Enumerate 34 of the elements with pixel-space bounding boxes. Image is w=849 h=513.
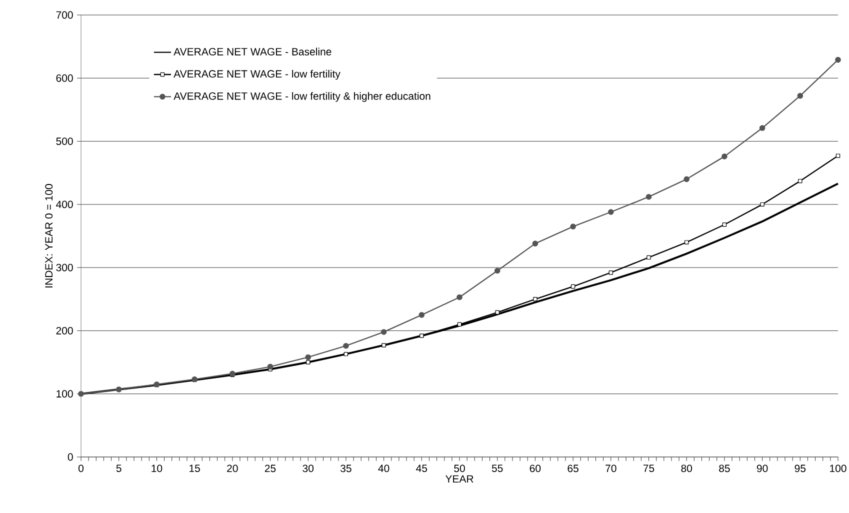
x-tick-label: 35 xyxy=(340,464,352,472)
y-tick-label: 200 xyxy=(56,326,73,334)
x-tick-label: 75 xyxy=(643,464,654,472)
y-tick-label: 600 xyxy=(56,74,73,82)
x-axis-title: YEAR xyxy=(445,475,474,483)
legend-label: AVERAGE NET WAGE - low fertility & higher education xyxy=(174,92,430,102)
x-tick-label: 70 xyxy=(606,464,616,472)
y-axis-title: INDEX: YEAR 0 = 100 xyxy=(45,184,53,288)
y-tick-label: 400 xyxy=(56,200,73,208)
x-tick-label: 55 xyxy=(492,464,503,472)
x-tick-label: 50 xyxy=(454,464,465,472)
x-tick-label: 95 xyxy=(794,464,806,472)
x-tick-label: 0 xyxy=(78,464,84,472)
x-tick-label: 5 xyxy=(116,464,122,472)
x-tick-label: 10 xyxy=(152,464,162,472)
y-tick-label: 100 xyxy=(56,390,73,398)
x-tick-label: 100 xyxy=(830,464,846,472)
y-tick-label: 300 xyxy=(56,264,73,272)
x-tick-label: 40 xyxy=(378,464,390,472)
legend-label: AVERAGE NET WAGE - low fertility xyxy=(174,70,340,80)
y-tick-label: 0 xyxy=(68,453,73,461)
x-tick-label: 60 xyxy=(530,464,541,472)
x-tick-label: 20 xyxy=(227,464,238,472)
y-tick-label: 500 xyxy=(56,138,73,146)
x-tick-label: 25 xyxy=(264,464,276,472)
x-tick-label: 30 xyxy=(302,464,314,472)
x-tick-label: 15 xyxy=(190,464,200,472)
y-tick-label: 700 xyxy=(56,11,73,19)
x-tick-label: 45 xyxy=(416,464,428,472)
x-tick-label: 65 xyxy=(568,464,578,472)
x-tick-label: 85 xyxy=(719,464,730,472)
x-tick-label: 80 xyxy=(681,464,692,472)
legend-label: AVERAGE NET WAGE - Baseline xyxy=(174,48,332,56)
x-tick-label: 90 xyxy=(756,464,768,472)
